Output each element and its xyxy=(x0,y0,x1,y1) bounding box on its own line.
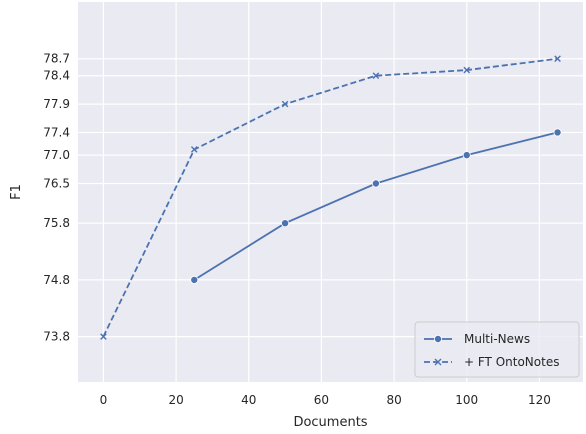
data-point-ft-ontonotes xyxy=(372,72,380,80)
x-axis-ticks: 0 20 40 60 80 100 120 xyxy=(100,393,551,407)
data-point-multi-news xyxy=(462,151,471,160)
x-tick-label: 40 xyxy=(241,393,256,407)
y-tick-label: 78.4 xyxy=(43,69,70,83)
y-tick-label: 75.8 xyxy=(43,216,70,230)
y-tick-label: 77.0 xyxy=(43,148,70,162)
x-tick-label: 0 xyxy=(100,393,108,407)
y-tick-label: 77.4 xyxy=(43,125,70,139)
y-tick-label: 74.8 xyxy=(43,273,70,287)
y-tick-label: 76.5 xyxy=(43,176,70,190)
y-axis-ticks: 73.8 74.8 75.8 76.5 77.0 77.4 77.9 78.4 78.7 xyxy=(43,52,70,344)
series-layer xyxy=(100,55,562,340)
x-tick-label: 100 xyxy=(455,393,478,407)
x-tick-label: 20 xyxy=(168,393,183,407)
legend-marker-multi-news xyxy=(433,334,442,343)
legend: Multi-News + FT OntoNotes xyxy=(414,321,580,378)
data-point-ft-ontonotes xyxy=(100,333,107,340)
data-point-multi-news xyxy=(371,179,380,188)
y-tick-label: 73.8 xyxy=(43,330,70,344)
series-line-ft-ontonotes xyxy=(102,57,558,337)
legend-label-multi-news: Multi-News xyxy=(464,332,530,346)
legend-marker-ft-ontonotes xyxy=(434,358,442,366)
data-point-ft-ontonotes xyxy=(554,55,561,63)
x-tick-label: 80 xyxy=(386,393,401,407)
x-axis-label: Documents xyxy=(293,415,367,430)
y-axis-label: F1 xyxy=(9,184,24,200)
data-point-multi-news xyxy=(281,219,290,228)
data-point-ft-ontonotes xyxy=(281,100,289,108)
x-tick-label: 120 xyxy=(528,393,551,407)
data-point-multi-news xyxy=(190,275,199,284)
plot-area xyxy=(78,2,583,382)
y-tick-label: 77.9 xyxy=(43,97,70,111)
data-point-ft-ontonotes xyxy=(190,146,198,153)
legend-label-ft-ontonotes: + FT OntoNotes xyxy=(464,355,559,369)
x-tick-label: 60 xyxy=(314,393,329,407)
data-point-ft-ontonotes xyxy=(463,66,471,74)
y-tick-label: 78.7 xyxy=(43,52,70,66)
grid xyxy=(78,2,583,382)
data-point-multi-news xyxy=(553,128,562,137)
legend-box xyxy=(414,321,580,378)
